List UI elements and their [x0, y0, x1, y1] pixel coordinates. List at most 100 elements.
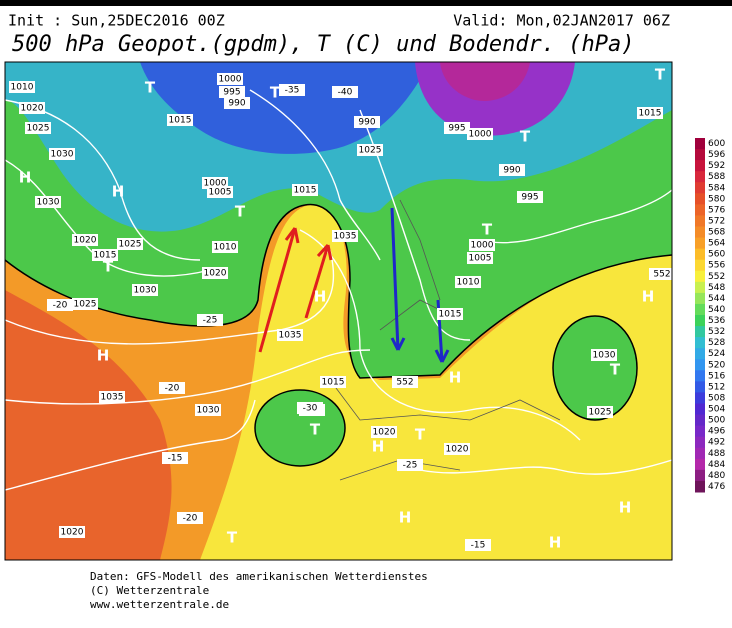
- contour-label: 995: [448, 124, 465, 134]
- warm-area: [5, 290, 172, 560]
- label-box: [59, 526, 85, 538]
- label-box: [465, 539, 491, 551]
- pressure-center: H: [372, 438, 385, 456]
- colorbar-label: 508: [708, 393, 725, 403]
- isobar: [419, 459, 672, 475]
- pressure-center: T: [610, 361, 621, 379]
- pressure-center: T: [310, 421, 321, 439]
- vortex-core: [440, 62, 530, 101]
- label-box: [19, 102, 45, 114]
- arrow-head: [434, 349, 450, 363]
- contour-label: 1005: [469, 254, 492, 264]
- contour-label: 1020: [21, 104, 44, 114]
- isobar: [5, 249, 335, 345]
- pressure-center: H: [19, 169, 32, 187]
- label-box: [467, 252, 493, 264]
- colorbar-swatch: [695, 270, 705, 283]
- colorbar-swatch: [695, 292, 705, 305]
- label-box: [292, 184, 318, 196]
- colorbar-swatch: [695, 381, 705, 393]
- colorbar-swatch: [695, 469, 705, 482]
- colorbar-label: 512: [708, 382, 725, 392]
- colorbar-swatch: [695, 281, 705, 294]
- contour-label: 1015: [169, 116, 192, 126]
- isobar: [479, 189, 672, 244]
- pressure-center: T: [270, 84, 281, 102]
- label-box: [469, 239, 495, 251]
- contour-label: -20: [165, 384, 180, 394]
- label-box: [499, 164, 525, 176]
- pressure-center: T: [145, 79, 156, 97]
- contour-label: -35: [285, 86, 300, 96]
- contour-label: 1010: [11, 83, 34, 93]
- colorbar-label: 600: [708, 139, 725, 149]
- label-box: [277, 329, 303, 341]
- contour-label: 1005: [209, 188, 232, 198]
- label-box: [47, 299, 73, 311]
- label-box: [49, 148, 75, 160]
- contour-label: 1015: [94, 251, 117, 261]
- colorbar-swatch: [695, 436, 705, 449]
- contour-label: 1030: [37, 198, 60, 208]
- contour-label: 552: [653, 270, 670, 280]
- contour-label: 995: [223, 88, 240, 98]
- label-box: [72, 234, 98, 246]
- label-box: [297, 402, 323, 414]
- contour-label: 1030: [197, 406, 220, 416]
- colorbar-label: 504: [708, 405, 725, 415]
- cutoff-low: [254, 389, 346, 467]
- label-box: [132, 284, 158, 296]
- colorbar-swatch: [695, 182, 705, 194]
- label-box: [357, 144, 383, 156]
- contour-label: 1020: [74, 236, 97, 246]
- colorbar-swatch: [695, 392, 705, 404]
- label-box: [517, 191, 543, 203]
- colorbar-label: 568: [708, 228, 725, 238]
- valid-time: Valid: Mon,02JAN2017 06Z: [453, 12, 670, 30]
- label-box: [117, 238, 143, 250]
- colorbar-label: 588: [708, 172, 725, 182]
- contour-label: 1025: [589, 408, 612, 418]
- top-bar: [0, 0, 732, 6]
- label-box: [320, 376, 346, 388]
- label-box: [637, 107, 663, 119]
- contour-label: 1000: [469, 130, 492, 140]
- colorbar-label: 564: [708, 239, 725, 249]
- label-box: [25, 122, 51, 134]
- contour-label: 990: [503, 166, 520, 176]
- colorbar-label: 584: [708, 183, 725, 193]
- label-box: [279, 84, 305, 96]
- footer-line: Daten: GFS-Modell des amerikanischen Wet…: [90, 570, 428, 583]
- label-box: [219, 86, 245, 98]
- isobar: [249, 89, 381, 261]
- pressure-center: H: [449, 369, 462, 387]
- colorbar-label: 536: [708, 316, 725, 326]
- label-box: [455, 276, 481, 288]
- colorbar-label: 516: [708, 371, 725, 381]
- pressure-center: H: [314, 288, 327, 306]
- colorbar-swatch: [695, 337, 705, 349]
- colorbar-label: 492: [708, 438, 725, 448]
- label-box: [177, 512, 203, 524]
- label-box: [159, 382, 185, 394]
- colorbar-label: 572: [708, 216, 725, 226]
- label-box: [212, 241, 238, 253]
- colorbar-label: 496: [708, 427, 725, 437]
- label-box: [591, 349, 617, 361]
- contour-label: 552: [396, 378, 413, 388]
- label-box: [444, 443, 470, 455]
- colorbar-label: 544: [708, 294, 725, 304]
- label-box: [99, 391, 125, 403]
- contour-label: -20: [53, 301, 68, 311]
- contour-label: 995: [521, 193, 538, 203]
- colorbar-label: 520: [708, 360, 725, 370]
- init-time: Init : Sun,25DEC2016 00Z: [8, 12, 225, 30]
- contour-label: -25: [203, 316, 218, 326]
- label-box: [217, 73, 243, 85]
- colorbar-swatch: [695, 171, 705, 183]
- colorbar-label: 480: [708, 471, 725, 481]
- isobar: [5, 399, 256, 491]
- colorbar-label: 540: [708, 305, 725, 315]
